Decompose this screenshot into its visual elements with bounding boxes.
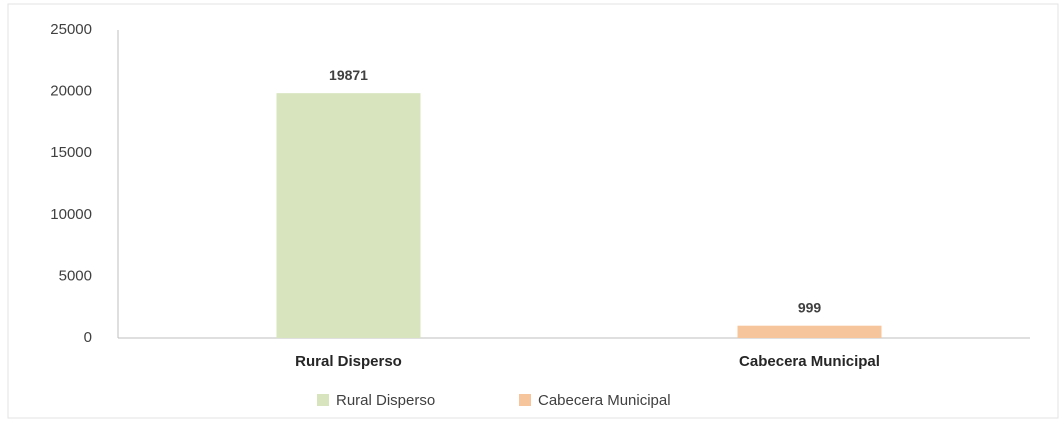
value-label: 999 xyxy=(798,299,822,315)
y-tick-label: 25000 xyxy=(50,21,92,38)
value-label: 19871 xyxy=(329,67,368,83)
y-tick-label: 20000 xyxy=(50,83,92,100)
y-tick-label: 10000 xyxy=(50,206,92,223)
x-tick-label: Cabecera Municipal xyxy=(739,353,880,370)
chart-frame xyxy=(7,3,1059,419)
x-tick-label: Rural Disperso xyxy=(295,353,402,370)
bar xyxy=(276,93,421,339)
y-tick-label: 5000 xyxy=(59,267,92,284)
legend-swatch xyxy=(317,394,329,406)
bar xyxy=(737,325,882,338)
legend-label: Rural Disperso xyxy=(336,392,435,409)
legend-label: Cabecera Municipal xyxy=(538,392,671,409)
y-tick-label: 15000 xyxy=(50,144,92,161)
y-tick-label: 0 xyxy=(84,329,92,346)
legend-swatch xyxy=(519,394,531,406)
